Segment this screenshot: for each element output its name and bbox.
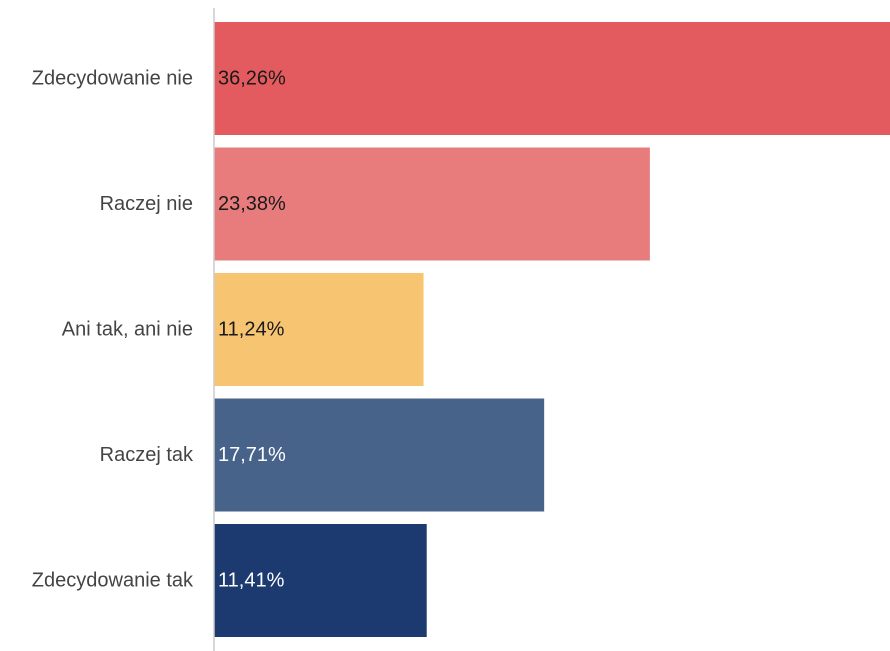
bar	[214, 22, 890, 135]
category-label: Zdecydowanie tak	[32, 570, 194, 592]
bar	[214, 147, 650, 261]
value-label: 11,41%	[218, 570, 285, 592]
value-label: 17,71%	[218, 444, 286, 466]
category-label: Raczej tak	[100, 444, 194, 466]
category-label: Ani tak, ani nie	[62, 319, 193, 341]
bar	[214, 524, 427, 637]
category-labels: Zdecydowanie nie Raczej nie Ani tak, ani n…	[32, 68, 194, 592]
value-label: 23,38%	[218, 193, 286, 215]
value-labels: 36,26% 23,38% 11,24% 17,71% 11,41%	[218, 68, 286, 592]
bars-layer	[214, 22, 890, 637]
bar	[214, 398, 545, 512]
bar	[214, 273, 424, 386]
category-label: Zdecydowanie nie	[32, 68, 193, 90]
value-label: 36,26%	[218, 68, 286, 90]
category-label: Raczej nie	[100, 193, 193, 215]
value-label: 11,24%	[218, 319, 285, 341]
